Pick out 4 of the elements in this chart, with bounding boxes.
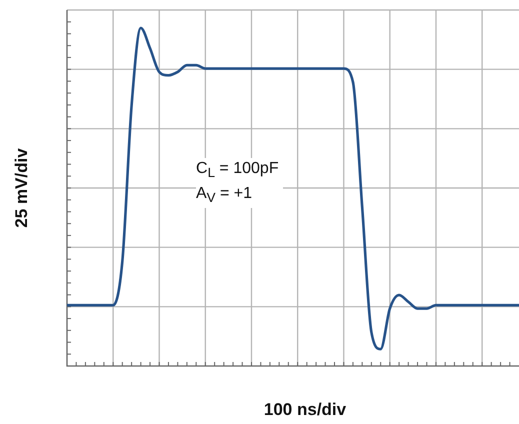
annotation: C$_{L}$ = 100pF bbox=[196, 159, 279, 182]
x-axis-title: 100 ns/div bbox=[264, 400, 346, 420]
annotation: A$_{V}$ = +1 bbox=[196, 184, 254, 208]
y-axis-title: 25 mV/div bbox=[12, 148, 32, 228]
